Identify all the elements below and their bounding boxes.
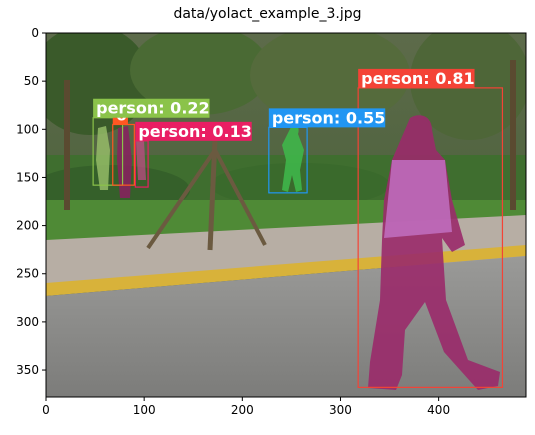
detection-label-3: person: 0.13	[138, 122, 252, 141]
x-tick-label-4: 400	[427, 403, 450, 417]
y-tick-label-5: 250	[16, 267, 39, 281]
instance-masks	[96, 115, 500, 391]
y-tick-label-4: 200	[16, 219, 39, 233]
y-tick-label-6: 300	[16, 315, 39, 329]
detection-label-bg-2	[93, 98, 210, 118]
detection-label-bg-1	[268, 108, 386, 128]
y-tick-label-3: 150	[16, 170, 39, 184]
detection-label-2: person: 0.22	[96, 99, 210, 118]
x-axis: 0 100 200 300 400	[42, 397, 450, 417]
axes-frame	[45, 32, 527, 398]
y-tick-label-0: 0	[31, 26, 39, 40]
mask-person-0-13	[136, 140, 146, 180]
y-axis: 0 50 100 150 200 250 300 350	[16, 26, 46, 377]
mask-person-0-22	[96, 126, 110, 190]
x-tick-label-2: 200	[231, 403, 254, 417]
y-tick-label-2: 100	[16, 122, 39, 136]
x-tick-label-0: 0	[42, 403, 50, 417]
x-tick-label-1: 100	[133, 403, 156, 417]
mask-person-0-55	[282, 124, 304, 192]
y-tick-label-1: 50	[24, 74, 39, 88]
detection-label-bg-0	[358, 68, 475, 88]
chart-title: data/yolact_example_3.jpg	[173, 6, 362, 22]
detection-label-0: person: 0.81	[361, 69, 475, 88]
mask-person-6	[117, 126, 132, 198]
detection-label-bg-3	[135, 121, 252, 141]
detection-label-1: person: 0.55	[272, 108, 386, 127]
y-tick-label-7: 350	[16, 363, 39, 377]
x-tick-label-3: 300	[329, 403, 352, 417]
